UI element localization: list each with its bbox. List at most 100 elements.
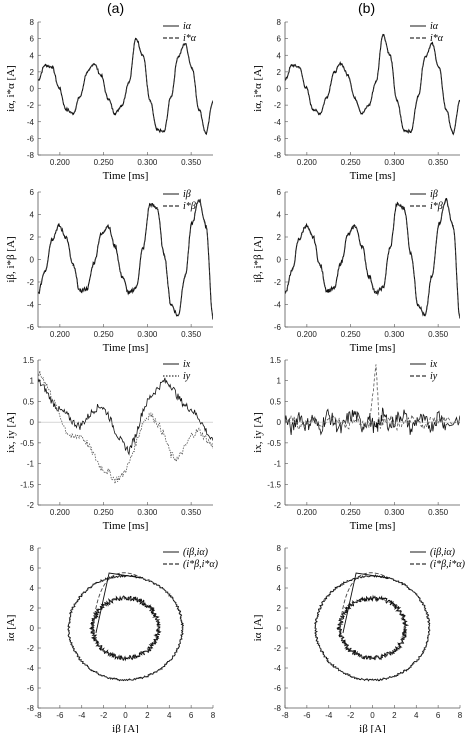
legend-label-0: (iβ,iα): [430, 547, 456, 558]
data-point: [107, 225, 109, 227]
x-tick-label: 0.200: [50, 330, 71, 339]
data-point: [163, 131, 165, 133]
data-point: [431, 275, 433, 277]
x-tick-label: 2: [145, 711, 150, 720]
data-point: [347, 74, 349, 76]
x-tick-label: 0.250: [94, 330, 115, 339]
data-point: [177, 315, 179, 317]
legend-label-1: i*β: [430, 201, 443, 212]
data-point: [326, 96, 328, 98]
legend-label-0: iα: [183, 21, 192, 32]
data-point: [368, 104, 370, 106]
x-tick-label: 0.300: [137, 158, 158, 167]
chart-b-alpha: -8 -6 -4 -2 0 2 4 6 8 0.200 0.250 0.300 0.350 Time [m…: [252, 18, 460, 182]
data-point: [375, 81, 377, 83]
column-label-b: (b): [358, 0, 376, 16]
y-tick-label: 1.5: [23, 356, 35, 365]
data-point: [424, 315, 426, 317]
data-point: [65, 108, 67, 110]
data-point: [445, 108, 447, 110]
y-tick-label: 6: [30, 188, 35, 197]
legend-label-0: iα: [430, 21, 439, 32]
x-tick-label: 0: [123, 711, 128, 720]
data-point: [312, 108, 314, 110]
data-point: [114, 245, 116, 247]
plot-area: [314, 572, 431, 682]
legend-label-1: iy: [430, 371, 438, 382]
data-point: [128, 81, 130, 83]
x-tick-label: 0.250: [94, 158, 115, 167]
data-point: [135, 38, 137, 40]
data-point: [403, 207, 405, 209]
y-tick-label: -4: [274, 301, 282, 310]
data-point: [452, 225, 454, 227]
data-point: [128, 292, 130, 294]
plot-area: [38, 370, 213, 484]
legend-label-0: (iβ,iα): [183, 547, 209, 558]
series-line-measured: [38, 198, 213, 320]
x-tick-label: 4: [414, 711, 419, 720]
x-tick-label: 0.300: [137, 508, 158, 517]
series-line-reference: [285, 34, 460, 134]
y-tick-label: -2: [274, 644, 282, 653]
data-point: [191, 222, 193, 225]
y-tick-label: 8: [277, 544, 282, 553]
legend-label-0: ix: [430, 359, 438, 370]
y-axis-label: iβ, i*β [A]: [5, 236, 17, 282]
series-line-measured: [285, 197, 460, 319]
legend-label-0: iβ: [183, 189, 191, 200]
data-point: [44, 270, 46, 272]
data-point: [333, 288, 335, 290]
legend-label-1: i*α: [430, 33, 444, 44]
data-point: [340, 262, 342, 264]
data-point: [163, 253, 165, 255]
data-point: [298, 238, 300, 240]
y-tick-label: 1: [30, 377, 35, 386]
x-tick-label: 0.300: [137, 330, 158, 339]
data-point: [121, 104, 123, 106]
x-tick-label: -6: [56, 711, 64, 720]
y-tick-label: -6: [274, 134, 282, 143]
x-tick-label: 8: [458, 711, 463, 720]
orbit-reference: [315, 575, 430, 681]
y-axis-label: iβ, i*β [A]: [252, 236, 264, 282]
y-tick-label: -0.5: [267, 439, 281, 448]
data-point: [298, 66, 300, 68]
y-tick-label: 8: [30, 544, 35, 553]
y-tick-label: 2: [277, 68, 282, 77]
x-axis-label: Time [ms]: [103, 520, 149, 532]
plot-area: [38, 37, 213, 136]
data-point: [361, 112, 363, 115]
data-point: [184, 43, 186, 45]
y-tick-label: -1.5: [267, 480, 281, 489]
y-tick-label: 4: [30, 584, 35, 593]
data-point: [38, 79, 39, 81]
y-tick-label: -2: [27, 644, 35, 653]
series-line-ix: [285, 407, 460, 436]
y-tick-label: 8: [277, 18, 282, 27]
data-point: [170, 303, 172, 306]
data-point: [354, 97, 356, 100]
y-tick-label: 6: [277, 188, 282, 197]
chart-a-alpha: -8 -6 -4 -2 0 2 4 6 8 0.200 0.250 0.300 0.350 Time [m…: [5, 18, 213, 182]
y-tick-label: -2: [274, 101, 282, 110]
x-axis-label: Time [ms]: [350, 342, 396, 354]
y-tick-label: 1: [277, 377, 282, 386]
y-tick-label: 2: [277, 233, 282, 242]
plot-area: [38, 198, 213, 320]
x-tick-label: 0.250: [341, 330, 362, 339]
y-tick-label: -4: [27, 664, 35, 673]
y-tick-label: 2: [30, 68, 35, 77]
data-point: [417, 303, 419, 306]
y-tick-label: 2: [277, 604, 282, 613]
data-point: [121, 275, 123, 277]
data-point: [424, 56, 426, 58]
x-tick-label: 0.250: [94, 508, 115, 517]
data-point: [361, 245, 363, 247]
plot-area: [285, 197, 460, 319]
data-point: [170, 96, 172, 98]
y-axis-label: iα, i*α [A]: [252, 65, 264, 112]
data-point: [58, 87, 60, 89]
y-tick-label: -8: [274, 151, 282, 160]
